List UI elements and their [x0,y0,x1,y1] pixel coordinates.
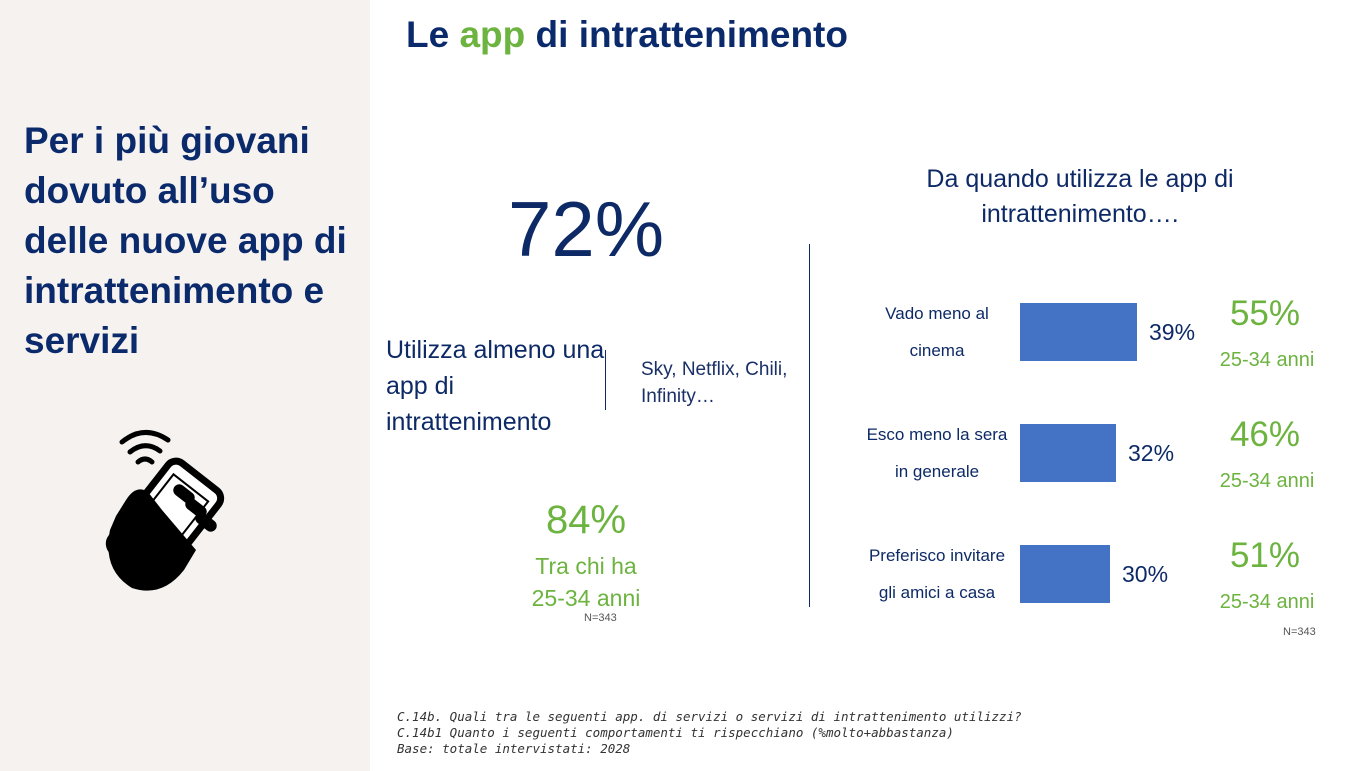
young-percent: 84% [545,498,627,542]
category-label: Esco meno la sera [867,425,1008,444]
behaviour-bar-chart: Vado meno al cinema 39% 55% 25-34 anni Esco m… [867,294,1315,613]
young-label: Tra chi ha 25-34 anni [486,550,686,614]
title-part-1: Le [406,14,460,55]
usage-label: Utilizza almeno una app di intrattenimen… [386,336,605,436]
bar [1020,424,1116,482]
highlight-age-label: 25-34 anni [1220,591,1315,613]
category-label: Preferisco invitare [869,546,1005,565]
highlight-percent: 55% [1230,294,1300,333]
title-accent: app [459,14,526,55]
base-note-right: N=343 [1283,626,1316,638]
category-label: gli amici a casa [879,583,996,602]
app-examples: Sky, Netflix, Chili, Infinity… [641,359,788,407]
footnote: C.14b. Quali tra le seguenti app. di ser… [397,709,1022,757]
sidebar-panel: Per i più giovani dovuto all’uso delle n… [0,0,370,771]
section-divider [809,244,810,607]
highlight-percent: 51% [1230,536,1300,575]
bar-value-label: 39% [1149,319,1195,345]
bar-value-label: 30% [1122,561,1168,587]
bar [1020,545,1110,603]
hand-holding-phone-wifi-icon [105,430,225,591]
category-label: cinema [910,341,965,360]
bar [1020,303,1137,361]
young-label-line-2: 25-34 anni [531,585,641,611]
sidebar-headline: Per i più giovani dovuto all’uso delle n… [24,120,347,361]
base-note-left: N=343 [584,612,617,624]
usage-separator [605,350,606,410]
footnote-line-1: C.14b. Quali tra le seguenti app. di ser… [397,709,1022,724]
footnote-line-2: C.14b1 Quanto i seguenti comportamenti t… [397,725,954,740]
title-part-2: di intrattenimento [525,14,848,55]
category-label: in generale [895,462,979,481]
bar-value-label: 32% [1128,440,1174,466]
highlight-age-label: 25-34 anni [1220,349,1315,371]
usage-percent: 72% [508,185,665,273]
chart-title: Da quando utilizza le app di intrattenim… [926,165,1234,228]
young-label-line-1: Tra chi ha [535,553,637,579]
highlight-age-label: 25-34 anni [1220,470,1315,492]
category-label: Vado meno al [885,304,989,323]
footnote-line-3: Base: totale intervistati: 2028 [397,741,631,756]
highlight-percent: 46% [1230,415,1300,454]
page-title: Le app di intrattenimento [406,14,848,56]
